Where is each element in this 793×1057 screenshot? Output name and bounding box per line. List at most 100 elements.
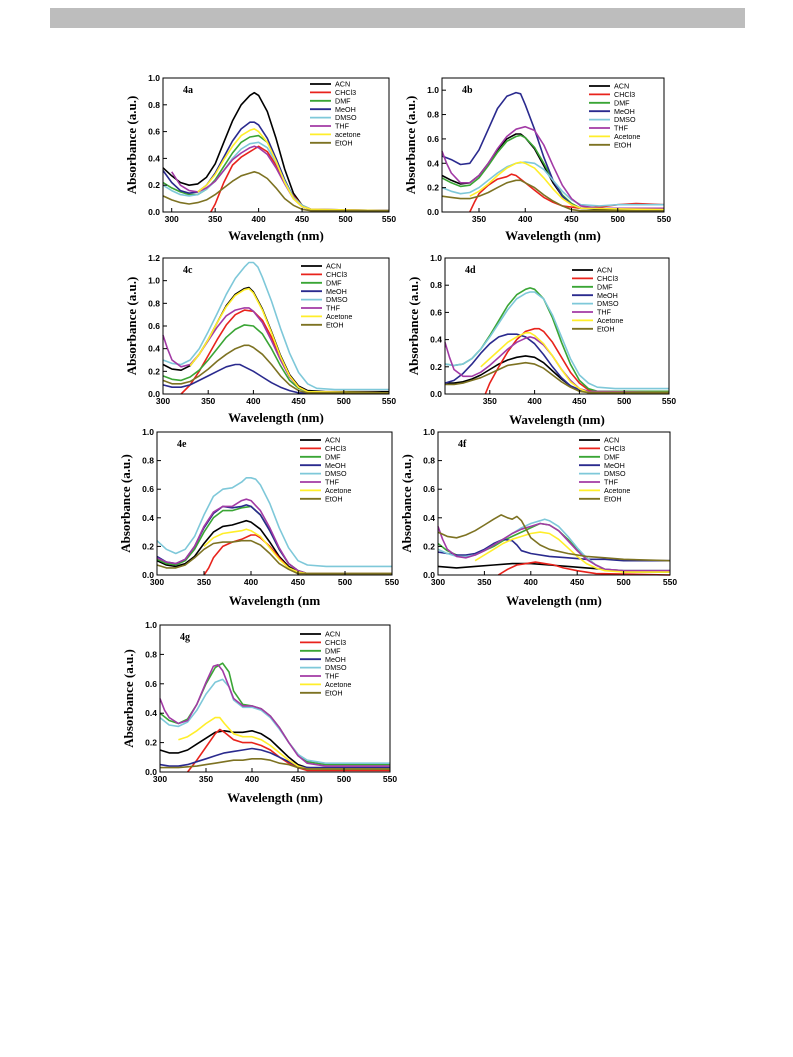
- series-line-etoh: [162, 171, 389, 212]
- legend-entry: EtOH: [604, 494, 622, 503]
- x-tick-label: 550: [657, 214, 671, 224]
- y-axis-label: Absorbance (a.u.): [403, 96, 418, 195]
- legend-entry: THF: [597, 308, 612, 317]
- x-axis-label: Wavelength (nm): [228, 410, 324, 425]
- y-tick-label: 0.8: [148, 298, 160, 308]
- y-tick-label: 0.8: [430, 280, 442, 290]
- x-tick-label: 550: [662, 396, 676, 406]
- x-axis-label: Wavelength (nm): [509, 412, 605, 427]
- legend-entry: CHCl3: [325, 638, 346, 647]
- legend-entry: Acetone: [325, 486, 351, 495]
- series-line-dmso: [441, 161, 664, 207]
- x-tick-label: 550: [382, 396, 396, 406]
- x-tick-label: 450: [291, 774, 305, 784]
- chart-4a: 300 350 400 450 500 550 0.0 0.2 0.4 0.6 0.8 1.0 4a Wa…: [124, 73, 396, 243]
- legend-entry: THF: [604, 478, 619, 487]
- legend-entry: DMF: [326, 278, 342, 287]
- y-tick-label: 0.2: [145, 738, 157, 748]
- x-tick-label: 350: [483, 396, 497, 406]
- plot-frame: [444, 257, 670, 395]
- series-line-acetone: [197, 128, 390, 212]
- y-tick-label: 0.8: [145, 649, 157, 659]
- legend-entry: THF: [326, 304, 341, 313]
- legend-entry: ACN: [325, 436, 340, 445]
- y-tick-label: 0.6: [427, 134, 439, 144]
- y-tick-label: 0.8: [142, 456, 154, 466]
- series-line-dmf: [162, 134, 389, 212]
- legend-entry: THF: [325, 478, 340, 487]
- plot-frame: [159, 624, 391, 773]
- x-tick-label: 400: [244, 577, 258, 587]
- x-axis-label: Wavelength (nm: [229, 593, 321, 608]
- legend-entry: acetone: [335, 130, 361, 139]
- x-tick-label: 300: [150, 577, 164, 587]
- series-line-etoh: [160, 757, 390, 770]
- x-tick-label: 350: [199, 774, 213, 784]
- plot-frame: [162, 77, 390, 213]
- x-tick-label: 500: [337, 774, 351, 784]
- legend-entry: Acetone: [604, 486, 630, 495]
- legend-entry: DMSO: [325, 469, 347, 478]
- y-tick-label: 0.2: [423, 541, 435, 551]
- x-tick-label: 400: [246, 396, 260, 406]
- chart-4f: 300 350 400 450 500 550 0.0 0.2 0.4 0.6 0.8 1.0 4f Wa…: [399, 427, 677, 608]
- legend-entry: MeOH: [325, 461, 346, 470]
- y-tick-label: 0.0: [423, 570, 435, 580]
- x-tick-label: 400: [528, 396, 542, 406]
- y-tick-label: 0.2: [430, 362, 442, 372]
- legend-entry: MeOH: [604, 461, 625, 470]
- panel-label: 4f: [458, 439, 467, 450]
- series-line-dmso: [156, 476, 392, 568]
- y-axis-label: Absorbance (a.u.): [399, 454, 414, 553]
- legend-entry: CHCl3: [597, 274, 618, 283]
- y-tick-label: 0.0: [148, 207, 160, 217]
- x-axis-label: Wavelength (nm): [505, 228, 601, 243]
- y-tick-label: 0.0: [145, 767, 157, 777]
- legend-entry: DMF: [335, 96, 351, 105]
- legend-entry: EtOH: [335, 138, 353, 147]
- plot-frame: [441, 77, 665, 213]
- legend-entry: CHCl3: [604, 444, 625, 453]
- y-tick-label: 0.4: [427, 158, 439, 168]
- series-line-acn: [159, 729, 390, 770]
- y-axis-label: Absorbance (a.u.): [124, 96, 139, 195]
- panel-label: 4c: [183, 265, 193, 276]
- x-tick-label: 350: [197, 577, 211, 587]
- y-tick-label: 0.8: [148, 100, 160, 110]
- x-tick-label: 500: [337, 396, 351, 406]
- legend-entry: DMF: [597, 282, 613, 291]
- y-axis-label: Absorbance (a.u.): [121, 649, 136, 748]
- series-line-acetone: [474, 531, 670, 573]
- y-tick-label: 0.6: [148, 127, 160, 137]
- series-line-thf: [441, 125, 664, 210]
- header-band: [50, 8, 745, 28]
- series-line-chcl3: [497, 561, 671, 576]
- chart-4c: 300 350 400 450 500 550 0.0 0.2 0.4 0.6 0.8 1.0 1.2 4…: [124, 253, 396, 425]
- x-tick-label: 400: [524, 577, 538, 587]
- y-tick-label: 0.4: [430, 335, 442, 345]
- x-tick-label: 300: [156, 396, 170, 406]
- legend-entry: MeOH: [325, 655, 346, 664]
- y-axis-label: Absorbance (a.u.): [124, 277, 139, 376]
- y-tick-label: 1.0: [145, 620, 157, 630]
- y-tick-label: 0.6: [142, 484, 154, 494]
- y-tick-label: 0.6: [145, 679, 157, 689]
- y-tick-label: 1.0: [148, 276, 160, 286]
- x-tick-label: 500: [338, 214, 352, 224]
- legend-entry: CHCl3: [614, 90, 635, 99]
- y-tick-label: 1.0: [430, 253, 442, 263]
- legend-entry: Acetone: [614, 132, 640, 141]
- y-tick-label: 0.4: [142, 513, 154, 523]
- y-tick-label: 0.4: [148, 344, 160, 354]
- y-tick-label: 1.0: [142, 427, 154, 437]
- legend-entry: THF: [335, 122, 350, 131]
- panel-label: 4g: [180, 632, 190, 643]
- series-line-acetone: [178, 716, 390, 770]
- series-line-acetone: [469, 161, 665, 211]
- legend-entry: CHCl3: [335, 88, 356, 97]
- x-tick-label: 500: [617, 396, 631, 406]
